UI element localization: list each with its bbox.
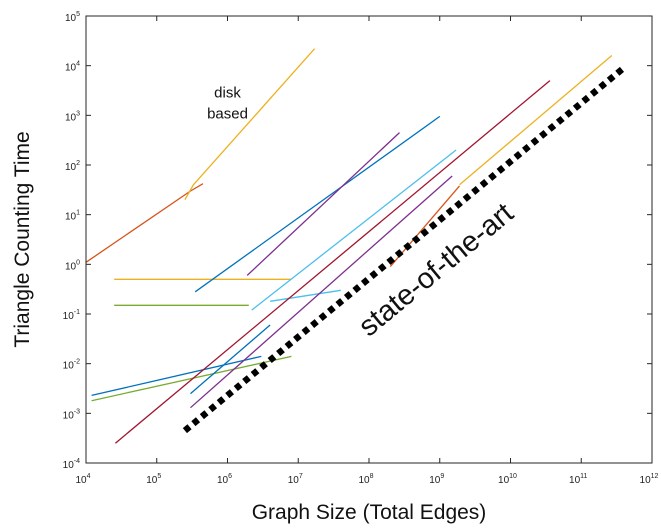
y-axis-label: Triangle Counting Time xyxy=(11,131,34,347)
series-line-9 xyxy=(91,355,262,397)
series-line-12 xyxy=(190,175,453,409)
y-tick-label: 10-3 xyxy=(63,408,80,421)
y-tick-label: 105 xyxy=(65,11,80,24)
series-line-7 xyxy=(251,149,457,311)
x-tick-label: 1012 xyxy=(640,473,659,486)
series-line-8 xyxy=(270,289,341,302)
x-tick-label: 105 xyxy=(146,473,161,486)
y-tick-label: 102 xyxy=(65,160,80,173)
series-line-13 xyxy=(190,324,271,395)
x-tick-label: 1011 xyxy=(569,473,587,486)
annot-layer: disk based xyxy=(207,84,248,122)
annotation-text: disk xyxy=(214,84,241,101)
y-tick-label: 101 xyxy=(65,210,80,223)
series-line-5 xyxy=(194,115,441,293)
x-tick-label: 107 xyxy=(288,473,303,486)
y-tick-label: 10-2 xyxy=(63,359,80,372)
x-axis-label: Graph Size (Total Edges) xyxy=(252,501,487,524)
annotation-text: based xyxy=(207,105,248,122)
x-tick-label: 109 xyxy=(429,473,444,486)
series-line-6 xyxy=(246,132,400,276)
series-line-15 xyxy=(459,55,613,186)
plot-frame xyxy=(85,15,653,464)
series-line-2 xyxy=(184,48,316,201)
y-tick-label: 100 xyxy=(65,259,80,272)
x-tick-label: 1010 xyxy=(498,473,517,486)
x-tick-label: 104 xyxy=(75,473,90,486)
series-layer xyxy=(85,48,613,444)
x-tick-label: 108 xyxy=(358,473,373,486)
y-tick-label: 103 xyxy=(65,110,80,123)
reference-line xyxy=(182,65,626,434)
y-tick-label: 10-1 xyxy=(63,309,80,322)
reference-line-label: state-of-the-art xyxy=(353,197,520,343)
y-tick-label: 10-4 xyxy=(63,458,80,471)
series-line-1 xyxy=(85,183,204,263)
series-line-10 xyxy=(91,355,292,402)
x-tick-label: 106 xyxy=(217,473,232,486)
series-line-11 xyxy=(114,80,551,444)
tick-layer: 104 105 106 107 108 109 1010 1011 1012 10-4 10-3 10… xyxy=(63,11,659,486)
y-tick-label: 104 xyxy=(65,61,80,74)
